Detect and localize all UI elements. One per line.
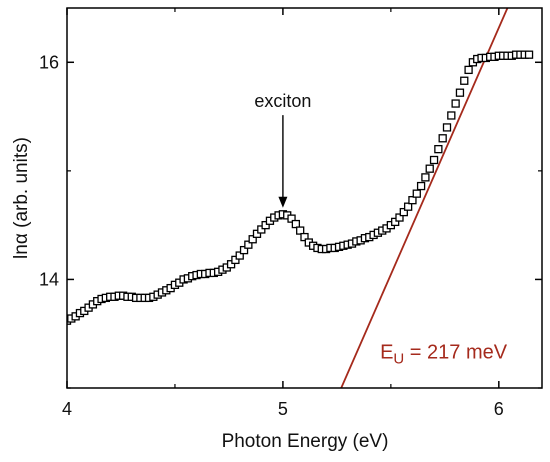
data-point	[296, 226, 305, 235]
annotations: exciton	[254, 91, 311, 208]
data-point	[239, 245, 249, 255]
data-point	[464, 65, 473, 75]
annotation-label: exciton	[254, 91, 311, 111]
x-tick-label: 4	[62, 399, 72, 419]
data-point	[416, 181, 426, 191]
plot-frame	[66, 7, 543, 389]
y-tick-label: 16	[39, 52, 59, 72]
data-point	[412, 189, 421, 198]
data-point	[403, 202, 413, 211]
axis-ticks: 4 5 6 14 16	[39, 8, 542, 419]
data-point	[261, 220, 270, 230]
data-point	[451, 99, 460, 108]
y-axis-title: lnα (arb. units)	[11, 137, 32, 259]
data-point	[257, 225, 266, 234]
annotation-arrow-head	[278, 196, 288, 208]
data-point	[438, 134, 447, 143]
fit-line	[340, 8, 509, 388]
y-axis-title-suffix: (arb. units)	[11, 137, 32, 233]
data-point	[391, 217, 400, 227]
fit-label: EU = 217 meV	[380, 342, 508, 368]
y-axis-title-prefix: ln	[11, 244, 32, 259]
data-point	[226, 260, 236, 269]
x-tick-label: 6	[494, 399, 504, 419]
data-point	[244, 240, 253, 249]
data-point	[447, 111, 456, 120]
data-point	[231, 255, 240, 265]
plot-marks	[67, 8, 534, 388]
data-point	[429, 155, 439, 165]
data-point	[408, 196, 417, 205]
fit-label-prefix: E	[380, 342, 393, 364]
data-point	[460, 76, 469, 85]
data-point	[421, 173, 430, 182]
y-axis-title-symbol: α	[11, 233, 32, 244]
data-point	[300, 232, 309, 242]
x-axis-title: Photon Energy (eV)	[222, 431, 389, 452]
data-point	[287, 214, 296, 223]
data-point	[434, 144, 443, 154]
data-point	[425, 164, 434, 173]
data-point	[524, 50, 534, 59]
data-point	[235, 251, 244, 260]
fit-label-subscript: U	[393, 351, 404, 368]
data-point	[248, 235, 257, 244]
data-point	[291, 219, 301, 229]
data-point	[399, 207, 408, 217]
data-point	[442, 123, 452, 132]
y-tick-label: 14	[39, 269, 59, 289]
data-point	[455, 88, 465, 97]
data-point	[252, 229, 262, 238]
x-tick-label: 5	[278, 399, 288, 419]
data-point	[395, 213, 404, 222]
fit-label-suffix: = 217 meV	[404, 342, 508, 364]
